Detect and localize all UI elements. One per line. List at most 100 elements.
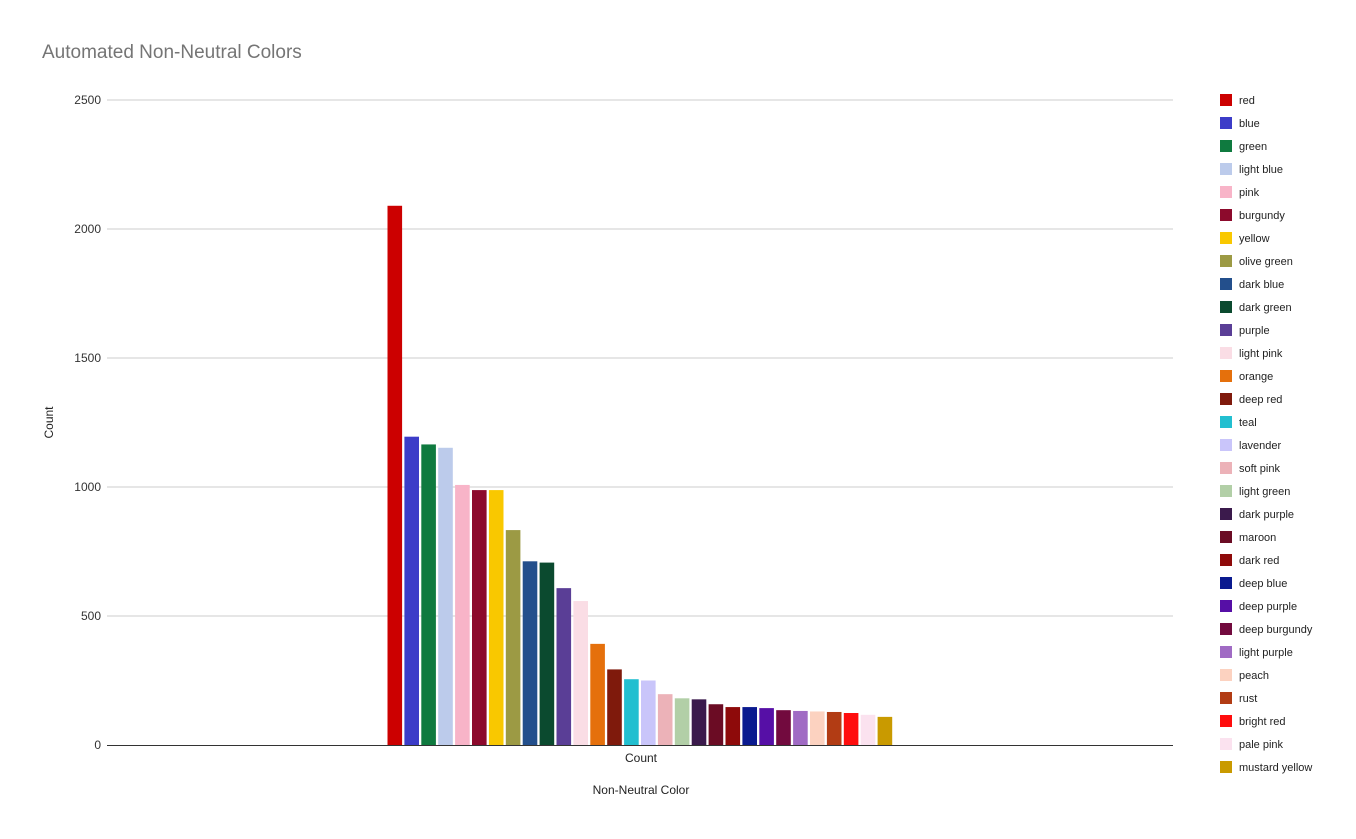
legend-label: olive green: [1239, 256, 1293, 268]
bar-light-purple: [793, 710, 808, 745]
bar-maroon: [708, 704, 724, 745]
legend-swatch: [1220, 163, 1232, 175]
legend-label: green: [1239, 141, 1267, 153]
x-axis-title: Non-Neutral Color: [593, 783, 690, 797]
legend-swatch: [1220, 577, 1232, 589]
x-axis-category-label: Count: [625, 751, 658, 765]
bar-light-blue: [438, 447, 453, 745]
bar-bright-red: [843, 713, 859, 745]
legend-label: yellow: [1239, 233, 1270, 245]
legend-label: bright red: [1239, 716, 1285, 728]
bar-green: [421, 444, 436, 745]
legend-label: pink: [1239, 187, 1260, 199]
bar-deep-burgundy: [776, 710, 791, 745]
y-axis-title: Count: [42, 406, 56, 439]
bar-deep-red: [607, 669, 622, 745]
legend-label: dark red: [1239, 555, 1279, 567]
legend-swatch: [1220, 554, 1232, 566]
legend-swatch: [1220, 347, 1232, 359]
legend: red blue green light blue pink burgundy yellow…: [1220, 94, 1313, 774]
bar-orange: [590, 643, 605, 745]
bar-teal: [624, 679, 639, 745]
legend-label: dark green: [1239, 302, 1292, 314]
bar-light-pink: [573, 601, 588, 745]
legend-label: light purple: [1239, 647, 1293, 659]
legend-label: deep red: [1239, 394, 1282, 406]
legend-label: red: [1239, 95, 1255, 107]
bars: [387, 205, 893, 745]
bar-red: [387, 205, 403, 745]
legend-swatch: [1220, 669, 1232, 681]
legend-swatch: [1220, 600, 1232, 612]
legend-label: light pink: [1239, 348, 1283, 360]
legend-swatch: [1220, 715, 1232, 727]
bar-deep-purple: [759, 708, 774, 745]
legend-swatch: [1220, 738, 1232, 750]
bar-peach: [810, 711, 825, 745]
legend-swatch: [1220, 623, 1232, 635]
legend-swatch: [1220, 761, 1232, 773]
y-tick-label: 1000: [74, 480, 101, 494]
legend-swatch: [1220, 278, 1232, 290]
legend-label: soft pink: [1239, 463, 1280, 475]
legend-label: maroon: [1239, 532, 1276, 544]
bar-lavender: [641, 680, 656, 745]
legend-label: deep burgundy: [1239, 624, 1313, 636]
legend-swatch: [1220, 416, 1232, 428]
legend-swatch: [1220, 692, 1232, 704]
legend-label: pale pink: [1239, 739, 1284, 751]
legend-label: light blue: [1239, 164, 1283, 176]
bar-dark-green: [539, 562, 555, 745]
y-tick-label: 500: [81, 609, 101, 623]
legend-swatch: [1220, 140, 1232, 152]
bar-pink: [455, 484, 470, 745]
legend-swatch: [1220, 301, 1232, 313]
y-tick-label: 2000: [74, 222, 101, 236]
legend-label: deep blue: [1239, 578, 1287, 590]
bar-soft-pink: [657, 694, 673, 745]
bar-dark-red: [725, 707, 741, 745]
legend-swatch: [1220, 370, 1232, 382]
bar-burgundy: [472, 490, 487, 745]
bar-blue: [404, 436, 419, 745]
legend-label: blue: [1239, 118, 1260, 130]
legend-swatch: [1220, 324, 1232, 336]
legend-swatch: [1220, 232, 1232, 244]
legend-swatch: [1220, 462, 1232, 474]
legend-label: burgundy: [1239, 210, 1285, 222]
legend-swatch: [1220, 646, 1232, 658]
bar-pale-pink: [860, 714, 876, 745]
legend-swatch: [1220, 439, 1232, 451]
legend-label: teal: [1239, 417, 1257, 429]
y-tick-label: 2500: [74, 93, 101, 107]
legend-label: dark purple: [1239, 509, 1294, 521]
legend-swatch: [1220, 186, 1232, 198]
bar-rust: [826, 711, 842, 745]
chart-title: Automated Non-Neutral Colors: [42, 42, 302, 63]
y-tick-label: 1500: [74, 351, 101, 365]
legend-label: dark blue: [1239, 279, 1284, 291]
bar-purple: [556, 588, 572, 745]
legend-label: peach: [1239, 670, 1269, 682]
legend-swatch: [1220, 393, 1232, 405]
bar-light-green: [674, 698, 690, 745]
legend-swatch: [1220, 485, 1232, 497]
bar-dark-purple: [691, 699, 707, 745]
y-axis-tick-labels: 0 500 1000 1500 2000 2500: [74, 93, 101, 752]
legend-swatch: [1220, 209, 1232, 221]
legend-label: purple: [1239, 325, 1270, 337]
legend-swatch: [1220, 255, 1232, 267]
bar-deep-blue: [742, 707, 757, 745]
legend-label: lavender: [1239, 440, 1282, 452]
legend-label: deep purple: [1239, 601, 1297, 613]
bar-olive-green: [505, 530, 521, 745]
gridlines: [107, 99, 1173, 617]
legend-swatch: [1220, 117, 1232, 129]
bar-mustard-yellow: [877, 716, 893, 745]
legend-swatch: [1220, 94, 1232, 106]
legend-label: orange: [1239, 371, 1273, 383]
y-tick-label: 0: [94, 738, 101, 752]
legend-label: light green: [1239, 486, 1290, 498]
legend-label: mustard yellow: [1239, 762, 1312, 774]
